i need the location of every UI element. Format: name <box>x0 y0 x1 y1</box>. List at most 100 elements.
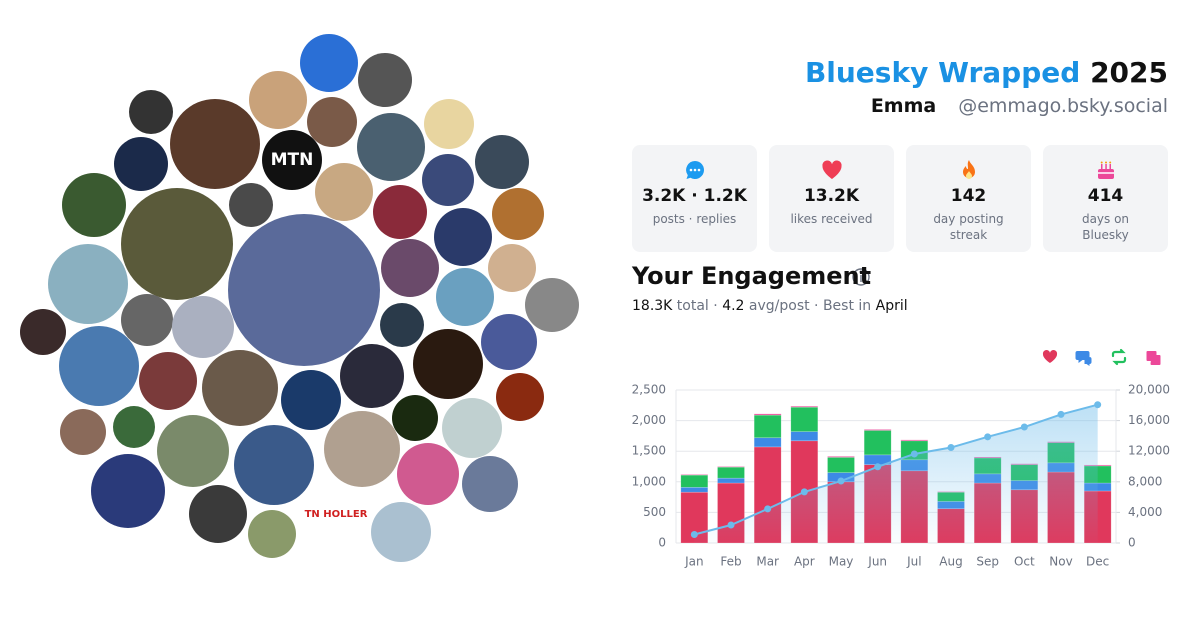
x-tick-label: Aug <box>939 555 962 569</box>
avatar[interactable] <box>340 344 404 408</box>
avatar[interactable] <box>371 502 431 562</box>
bar-segment <box>717 466 745 468</box>
avatar[interactable] <box>228 214 380 366</box>
line-point <box>1057 410 1065 418</box>
avatar[interactable] <box>380 303 424 347</box>
avatar[interactable] <box>300 34 358 92</box>
avatar[interactable] <box>434 208 492 266</box>
avatar[interactable] <box>481 314 537 370</box>
section-title: Your Engagement <box>632 262 872 290</box>
summary-text: total · <box>672 298 723 314</box>
avatar[interactable] <box>113 406 155 448</box>
bar-segment <box>827 456 855 458</box>
flame-icon <box>962 160 975 179</box>
title-year: 2025 <box>1090 56 1168 89</box>
avatar[interactable] <box>262 130 322 190</box>
avatar[interactable] <box>358 53 412 107</box>
avatar[interactable] <box>249 71 307 129</box>
engagement-chart: 0 500 1,000 1,500 2,000 2,500 0 4,000 8,000 12,00… <box>632 348 1170 569</box>
avatar[interactable] <box>475 135 529 189</box>
title: Bluesky Wrapped 2025 <box>805 56 1168 89</box>
avatar[interactable] <box>442 398 502 458</box>
user-line: Emma @emmago.bsky.social <box>871 95 1168 117</box>
avatar[interactable] <box>422 154 474 206</box>
line-point <box>874 463 882 471</box>
legend-icon[interactable] <box>1111 348 1127 366</box>
bar-segment <box>717 466 745 479</box>
bar-segment <box>790 431 819 442</box>
summary-total: 18.3K <box>632 298 673 314</box>
avatar[interactable] <box>62 173 126 237</box>
stat-card: 142 day posting streak <box>906 145 1031 252</box>
legend-icon[interactable] <box>1146 351 1161 365</box>
avatar[interactable] <box>121 294 173 346</box>
bar-segment <box>827 457 855 473</box>
y-tick-label: 2,000 <box>632 413 666 427</box>
avatar-text: MTN <box>271 150 314 170</box>
line <box>694 403 1098 536</box>
avatar[interactable] <box>492 188 544 240</box>
avatar[interactable] <box>436 268 494 326</box>
y-tick-label: 1,500 <box>632 444 666 458</box>
avatar[interactable] <box>139 352 197 410</box>
avatar[interactable] <box>60 409 106 455</box>
bar-segment <box>680 487 709 493</box>
avatar[interactable] <box>189 485 247 543</box>
avatar[interactable] <box>496 373 544 421</box>
user-handle[interactable]: @emmago.bsky.social <box>958 95 1168 117</box>
avatar[interactable] <box>202 350 278 426</box>
avatar[interactable] <box>91 454 165 528</box>
avatar[interactable] <box>229 183 273 227</box>
avatar[interactable] <box>373 185 427 239</box>
stat-card: 3.2K · 1.2K posts · replies <box>632 145 757 252</box>
stat-label: days on Bluesky <box>1081 212 1130 242</box>
x-tick-label: Jul <box>906 555 921 569</box>
legend-icon[interactable] <box>1042 349 1058 363</box>
avatar[interactable] <box>357 113 425 181</box>
avatar[interactable] <box>381 239 439 297</box>
bar-segment <box>900 439 929 442</box>
avatar[interactable] <box>488 244 536 292</box>
y2-tick-label: 12,000 <box>1128 444 1170 458</box>
title-brand: Bluesky Wrapped <box>804 56 1081 89</box>
avatar[interactable] <box>172 296 234 358</box>
avatar[interactable] <box>306 490 366 550</box>
avatar[interactable] <box>315 163 373 221</box>
stat-value: 13.2K <box>803 186 860 206</box>
avatar[interactable] <box>234 425 314 505</box>
x-tick-label: May <box>829 555 854 569</box>
avatar[interactable] <box>129 90 173 134</box>
avatar[interactable] <box>157 415 229 487</box>
bar-segment <box>790 405 819 408</box>
avatar[interactable] <box>392 395 438 441</box>
stat-card: 13.2K likes received <box>769 145 894 252</box>
x-tick-label: Dec <box>1086 555 1109 569</box>
avatar[interactable] <box>170 99 260 189</box>
avatar[interactable] <box>462 456 518 512</box>
avatar[interactable] <box>59 326 139 406</box>
avatar[interactable] <box>48 244 128 324</box>
avatar[interactable] <box>307 97 357 147</box>
line-point <box>984 433 992 441</box>
y-tick-label: 1,000 <box>632 474 666 488</box>
avatar[interactable] <box>121 188 233 300</box>
y2-tick-label: 4,000 <box>1128 505 1162 519</box>
avatar-text: TN HOLLER <box>305 509 368 520</box>
x-tick-label: Mar <box>756 555 779 569</box>
avatar[interactable] <box>248 510 296 558</box>
summary-avg: 4.2 <box>722 298 745 314</box>
avatar[interactable] <box>20 309 66 355</box>
bar-segment <box>863 429 892 431</box>
avatar[interactable] <box>397 443 459 505</box>
legend-icon[interactable] <box>1075 351 1092 366</box>
avatar[interactable] <box>424 99 474 149</box>
avatar[interactable] <box>281 370 341 430</box>
stat-card: 414 days on Bluesky <box>1043 145 1168 252</box>
stat-label: posts · replies <box>652 212 737 226</box>
avatar[interactable] <box>413 329 483 399</box>
avatar[interactable] <box>324 411 400 487</box>
avatar[interactable] <box>114 137 168 191</box>
avatar[interactable] <box>525 278 579 332</box>
y2-tick-label: 0 <box>1128 536 1136 550</box>
